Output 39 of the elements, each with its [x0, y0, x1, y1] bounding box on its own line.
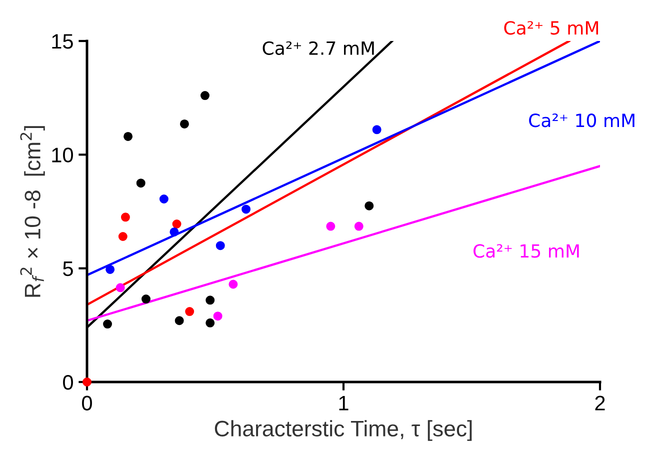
point — [228, 280, 238, 289]
point — [206, 296, 215, 305]
point — [106, 264, 115, 274]
y-tick-label: 15 — [52, 34, 73, 49]
series-label: Ca²⁺ 5 mM — [504, 21, 598, 35]
point — [326, 222, 336, 231]
point — [213, 312, 222, 321]
point — [118, 232, 128, 242]
x-axis-title: Characterstic Time, τ [sec] — [214, 420, 472, 441]
point — [141, 294, 150, 304]
series-label: Ca²⁺ 2.7 mM — [262, 41, 374, 55]
x-tick-label: 2 — [595, 396, 605, 410]
point — [216, 241, 225, 250]
point — [372, 125, 382, 134]
point — [206, 318, 215, 328]
point — [172, 220, 182, 228]
point — [180, 119, 189, 128]
y-axis-title: R$_{f}$$^{2}$ × 10 -8 [cm$^{2}$] — [20, 126, 45, 297]
point — [82, 378, 92, 386]
point — [185, 307, 194, 316]
point — [242, 204, 251, 214]
point — [200, 91, 210, 100]
point — [120, 212, 130, 222]
point — [159, 194, 168, 204]
point — [170, 227, 179, 236]
point — [103, 320, 112, 329]
point — [354, 222, 364, 231]
x-tick-label: 0 — [82, 396, 92, 410]
y-tick-label: 0 — [63, 375, 73, 390]
point — [116, 283, 125, 292]
point — [136, 178, 146, 188]
text: Ca²⁺ 15 mM — [474, 244, 579, 258]
point — [174, 316, 184, 326]
y-tick-label: 10 — [52, 148, 73, 162]
x-tick-label: 1 — [339, 396, 348, 410]
text: Ca²⁺ 10 mM — [529, 114, 634, 128]
point — [364, 201, 374, 210]
y-tick-label: 5 — [63, 262, 73, 276]
point — [124, 132, 133, 141]
